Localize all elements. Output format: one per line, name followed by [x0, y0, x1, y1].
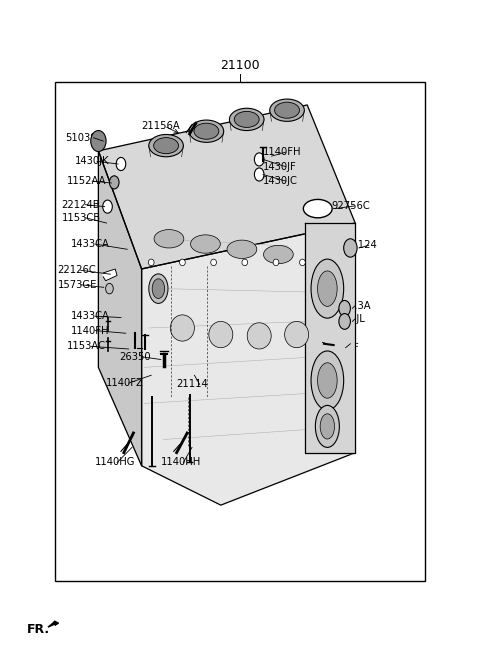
- Ellipse shape: [152, 279, 165, 298]
- Polygon shape: [98, 105, 355, 269]
- Text: 51039C: 51039C: [65, 133, 103, 143]
- Ellipse shape: [311, 259, 344, 318]
- Ellipse shape: [285, 321, 309, 348]
- Ellipse shape: [270, 99, 304, 121]
- Ellipse shape: [318, 363, 337, 398]
- Ellipse shape: [109, 176, 119, 189]
- Ellipse shape: [339, 300, 350, 316]
- Ellipse shape: [154, 230, 184, 248]
- Ellipse shape: [189, 120, 224, 142]
- Ellipse shape: [318, 271, 337, 306]
- Text: 1573GE: 1573GE: [58, 279, 97, 290]
- Ellipse shape: [273, 259, 279, 266]
- Text: 21114: 21114: [177, 379, 208, 390]
- Polygon shape: [98, 151, 142, 466]
- Ellipse shape: [116, 157, 126, 171]
- Ellipse shape: [300, 259, 305, 266]
- Ellipse shape: [254, 153, 264, 166]
- Text: 1140FH: 1140FH: [71, 325, 109, 336]
- Text: 1140FH: 1140FH: [263, 147, 301, 157]
- Ellipse shape: [242, 259, 248, 266]
- Ellipse shape: [211, 259, 216, 266]
- Text: 1430JC: 1430JC: [263, 176, 298, 186]
- Ellipse shape: [229, 108, 264, 131]
- Ellipse shape: [91, 131, 106, 152]
- Text: 1140FF: 1140FF: [323, 342, 360, 353]
- Polygon shape: [142, 223, 355, 505]
- Text: 21100: 21100: [220, 59, 260, 72]
- Ellipse shape: [209, 321, 233, 348]
- Polygon shape: [48, 621, 59, 627]
- Ellipse shape: [154, 138, 179, 154]
- Ellipse shape: [264, 245, 293, 264]
- Text: 21124: 21124: [346, 240, 377, 251]
- Ellipse shape: [148, 259, 154, 266]
- Text: 1140HG: 1140HG: [95, 457, 135, 468]
- Text: 1433CA: 1433CA: [71, 239, 110, 249]
- Text: 1153CB: 1153CB: [61, 213, 101, 223]
- Text: 1153AC: 1153AC: [67, 341, 106, 352]
- Text: 92756C: 92756C: [331, 201, 370, 211]
- Polygon shape: [305, 223, 355, 453]
- Text: 22124B: 22124B: [61, 199, 100, 210]
- Bar: [55, 82, 425, 581]
- Ellipse shape: [339, 314, 350, 329]
- Ellipse shape: [254, 168, 264, 181]
- Text: 21713A: 21713A: [332, 300, 371, 311]
- Text: FR.: FR.: [26, 623, 49, 636]
- Ellipse shape: [194, 123, 219, 139]
- Ellipse shape: [320, 414, 335, 439]
- Ellipse shape: [303, 199, 332, 218]
- Ellipse shape: [180, 259, 185, 266]
- Text: 21156A: 21156A: [142, 121, 180, 131]
- Polygon shape: [103, 269, 117, 281]
- Text: 1573JL: 1573JL: [332, 314, 366, 324]
- Text: 1152AA: 1152AA: [67, 176, 107, 186]
- Text: 1430JF: 1430JF: [263, 161, 297, 172]
- Ellipse shape: [149, 134, 183, 157]
- Ellipse shape: [170, 315, 194, 341]
- Ellipse shape: [191, 235, 220, 253]
- Ellipse shape: [103, 200, 112, 213]
- Text: 1140FZ: 1140FZ: [106, 378, 144, 388]
- Ellipse shape: [247, 323, 271, 349]
- Text: 1430JK: 1430JK: [74, 156, 109, 167]
- Ellipse shape: [149, 274, 168, 303]
- Ellipse shape: [275, 102, 300, 118]
- Ellipse shape: [234, 112, 259, 127]
- Ellipse shape: [311, 351, 344, 410]
- Ellipse shape: [315, 405, 339, 447]
- Ellipse shape: [106, 283, 113, 294]
- Text: 26350: 26350: [119, 352, 151, 362]
- Ellipse shape: [344, 239, 357, 257]
- Text: 1433CA: 1433CA: [71, 311, 110, 321]
- Text: 22126C: 22126C: [58, 265, 96, 276]
- Text: 1140HH: 1140HH: [161, 457, 201, 468]
- Ellipse shape: [227, 240, 257, 258]
